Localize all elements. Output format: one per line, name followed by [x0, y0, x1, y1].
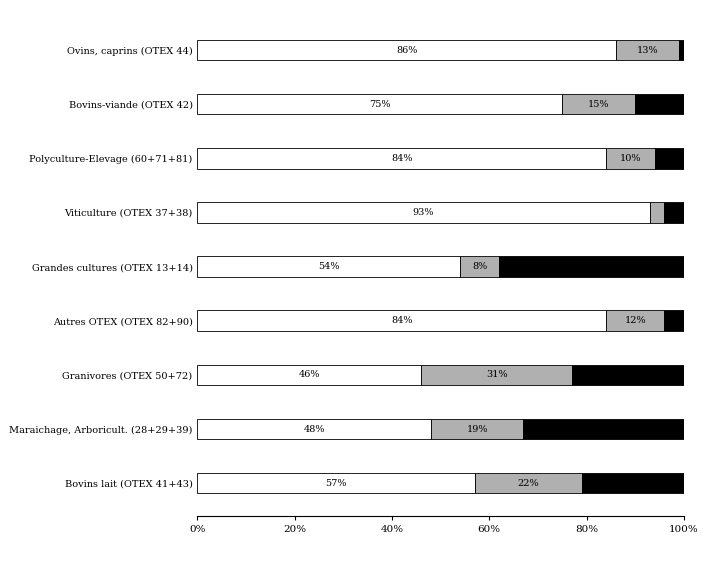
- Bar: [563, 94, 635, 114]
- Text: 12%: 12%: [625, 316, 646, 325]
- Bar: [664, 202, 684, 223]
- Text: 31%: 31%: [486, 370, 508, 379]
- Text: 75%: 75%: [369, 100, 391, 109]
- Bar: [679, 40, 684, 60]
- Bar: [650, 202, 664, 223]
- Bar: [523, 419, 684, 440]
- Text: 8%: 8%: [472, 262, 487, 271]
- Text: 48%: 48%: [303, 424, 325, 434]
- Bar: [606, 311, 664, 331]
- Text: 57%: 57%: [325, 479, 347, 488]
- Bar: [197, 148, 606, 169]
- Text: 46%: 46%: [298, 370, 320, 379]
- Bar: [615, 40, 679, 60]
- Text: 10%: 10%: [620, 154, 641, 163]
- Bar: [197, 473, 474, 493]
- Bar: [635, 94, 684, 114]
- Bar: [197, 419, 431, 440]
- Bar: [197, 202, 650, 223]
- Text: 13%: 13%: [637, 46, 658, 54]
- Bar: [664, 311, 684, 331]
- Bar: [431, 419, 523, 440]
- Text: 54%: 54%: [318, 262, 340, 271]
- Text: 15%: 15%: [588, 100, 609, 109]
- Bar: [606, 148, 655, 169]
- Text: 93%: 93%: [413, 208, 434, 217]
- Text: 84%: 84%: [391, 316, 412, 325]
- Bar: [197, 364, 421, 385]
- Bar: [572, 364, 684, 385]
- Bar: [197, 94, 563, 114]
- Bar: [655, 148, 684, 169]
- Bar: [421, 364, 572, 385]
- Bar: [197, 311, 606, 331]
- Text: 22%: 22%: [517, 479, 539, 488]
- Bar: [499, 256, 684, 277]
- Bar: [474, 473, 582, 493]
- Bar: [197, 256, 460, 277]
- Bar: [197, 40, 615, 60]
- Bar: [582, 473, 684, 493]
- Text: 84%: 84%: [391, 154, 412, 163]
- Text: 19%: 19%: [467, 424, 488, 434]
- Text: 86%: 86%: [396, 46, 417, 54]
- Bar: [460, 256, 499, 277]
